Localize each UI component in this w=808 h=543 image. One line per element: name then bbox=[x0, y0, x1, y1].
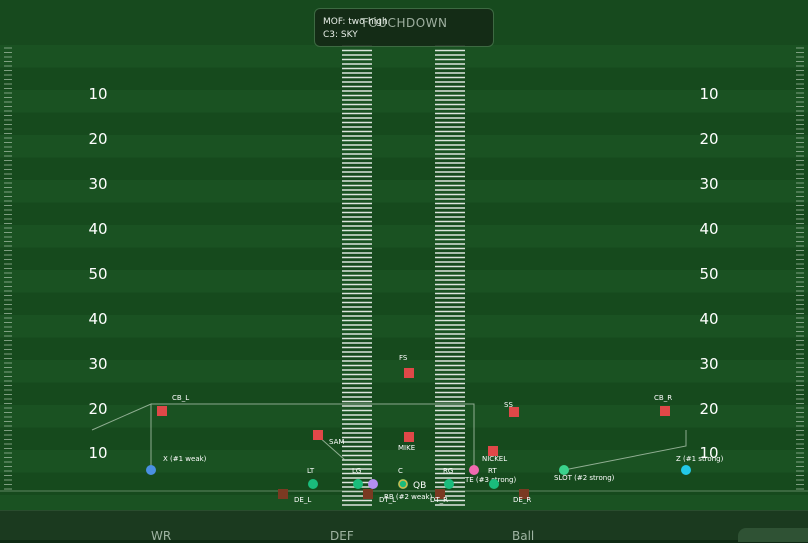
label-de-l: DE_L bbox=[294, 496, 311, 504]
label-cb-r: CB_R bbox=[654, 394, 672, 402]
label-lt: LT bbox=[307, 467, 315, 475]
label-cb-l: CB_L bbox=[172, 394, 189, 402]
field-stripe bbox=[0, 337, 808, 360]
field-stripe bbox=[0, 495, 808, 510]
label-ss: SS bbox=[504, 401, 513, 409]
player-dt-r[interactable] bbox=[435, 489, 445, 499]
football-field: 10 20 30 40 50 40 30 20 10 10 20 30 40 5… bbox=[0, 0, 808, 510]
player-nickel[interactable] bbox=[488, 446, 498, 456]
player-qb[interactable] bbox=[398, 479, 408, 489]
bottom-toolbar: WR DEF Ball bbox=[0, 510, 808, 543]
mof-readout: MOF: two-high bbox=[323, 17, 388, 27]
endzone-title: TOUCHDOWN bbox=[360, 16, 448, 30]
yard-number: 10 bbox=[699, 85, 718, 103]
label-te: TE (#3 strong) bbox=[464, 476, 516, 484]
label-slot: SLOT (#2 strong) bbox=[554, 474, 615, 482]
player-cb-l[interactable] bbox=[157, 406, 167, 416]
field-stripe bbox=[0, 270, 808, 293]
tab-def[interactable]: DEF bbox=[330, 529, 354, 543]
field-stripe bbox=[0, 202, 808, 225]
player-sam[interactable] bbox=[313, 430, 323, 440]
player-lg[interactable] bbox=[353, 479, 363, 489]
label-lg: LG bbox=[352, 467, 361, 475]
field-stripe bbox=[0, 135, 808, 158]
yard-number: 30 bbox=[699, 175, 718, 193]
yard-number: 30 bbox=[88, 355, 107, 373]
yard-number: 30 bbox=[88, 175, 107, 193]
yard-number: 40 bbox=[699, 310, 718, 328]
label-x: X (#1 weak) bbox=[163, 455, 207, 463]
label-mike: MIKE bbox=[398, 444, 415, 452]
yard-number: 20 bbox=[699, 400, 718, 418]
tab-wr[interactable]: WR bbox=[151, 529, 172, 543]
yard-number: 40 bbox=[699, 220, 718, 238]
route-cb-l bbox=[151, 403, 475, 470]
player-x[interactable] bbox=[146, 465, 156, 475]
label-rt: RT bbox=[488, 467, 497, 475]
player-de-l[interactable] bbox=[278, 489, 288, 499]
coverage-info-panel: TOUCHDOWN MOF: two-high C3: SKY bbox=[314, 8, 494, 47]
player-cb-r[interactable] bbox=[660, 406, 670, 416]
yard-number: 50 bbox=[699, 265, 718, 283]
player-de-r[interactable] bbox=[519, 489, 529, 499]
defense-players: CB_L FS SAM MIKE SS NICKEL CB_R DE_L DT_… bbox=[157, 354, 672, 504]
field-stripe bbox=[0, 180, 808, 203]
yard-number: 50 bbox=[88, 265, 107, 283]
field-stripe bbox=[0, 225, 808, 248]
player-te[interactable] bbox=[469, 465, 479, 475]
player-rb[interactable] bbox=[368, 479, 378, 489]
field-stripe bbox=[0, 157, 808, 180]
field-stripe bbox=[0, 315, 808, 338]
field-stripe bbox=[0, 247, 808, 270]
label-dt-l: DT_L bbox=[379, 496, 396, 504]
label-nickel: NICKEL bbox=[482, 455, 507, 463]
yard-number: 40 bbox=[88, 220, 107, 238]
player-fs[interactable] bbox=[404, 368, 414, 378]
yard-number: 20 bbox=[88, 130, 107, 148]
yard-number: 40 bbox=[88, 310, 107, 328]
label-rb: RB (#2 weak) bbox=[384, 493, 433, 501]
yard-number: 10 bbox=[88, 85, 107, 103]
field-stripe bbox=[0, 292, 808, 315]
player-z[interactable] bbox=[681, 465, 691, 475]
tab-ball[interactable]: Ball bbox=[512, 529, 535, 543]
yard-number: 20 bbox=[88, 400, 107, 418]
field-stripe bbox=[0, 67, 808, 90]
yard-number: 10 bbox=[88, 444, 107, 462]
field-stripe bbox=[0, 382, 808, 405]
field-stripe bbox=[0, 112, 808, 135]
route-slot bbox=[563, 430, 687, 471]
yard-number: 20 bbox=[699, 130, 718, 148]
field-stripe bbox=[0, 450, 808, 473]
player-lt[interactable] bbox=[308, 479, 318, 489]
label-sam: SAM bbox=[329, 438, 344, 446]
field-stripe bbox=[0, 90, 808, 113]
player-rt[interactable] bbox=[489, 479, 499, 489]
player-mike[interactable] bbox=[404, 432, 414, 442]
field-stripe bbox=[0, 405, 808, 428]
yard-numbers-right: 10 20 30 40 50 40 30 20 10 bbox=[699, 85, 718, 462]
offense-players: X (#1 weak) LT LG RB (#2 weak) C QB RG T… bbox=[146, 455, 724, 501]
label-dt-r: DT_R bbox=[430, 496, 448, 504]
label-de-r: DE_R bbox=[513, 496, 531, 504]
player-rg[interactable] bbox=[444, 479, 454, 489]
player-slot[interactable] bbox=[559, 465, 569, 475]
label-z: Z (#1 strong) bbox=[676, 455, 724, 463]
yard-number: 30 bbox=[699, 355, 718, 373]
label-fs: FS bbox=[399, 354, 408, 362]
player-ss[interactable] bbox=[509, 407, 519, 417]
label-c: C bbox=[398, 467, 403, 475]
yard-numbers-left: 10 20 30 40 50 40 30 20 10 bbox=[88, 85, 107, 462]
label-rg: RG bbox=[443, 467, 453, 475]
coverage-readout: C3: SKY bbox=[323, 30, 358, 40]
drawer-handle[interactable] bbox=[738, 528, 808, 542]
player-dt-l[interactable] bbox=[363, 489, 373, 499]
label-qb: QB bbox=[413, 481, 426, 491]
field-stripe bbox=[0, 45, 808, 68]
yard-number: 10 bbox=[699, 444, 718, 462]
